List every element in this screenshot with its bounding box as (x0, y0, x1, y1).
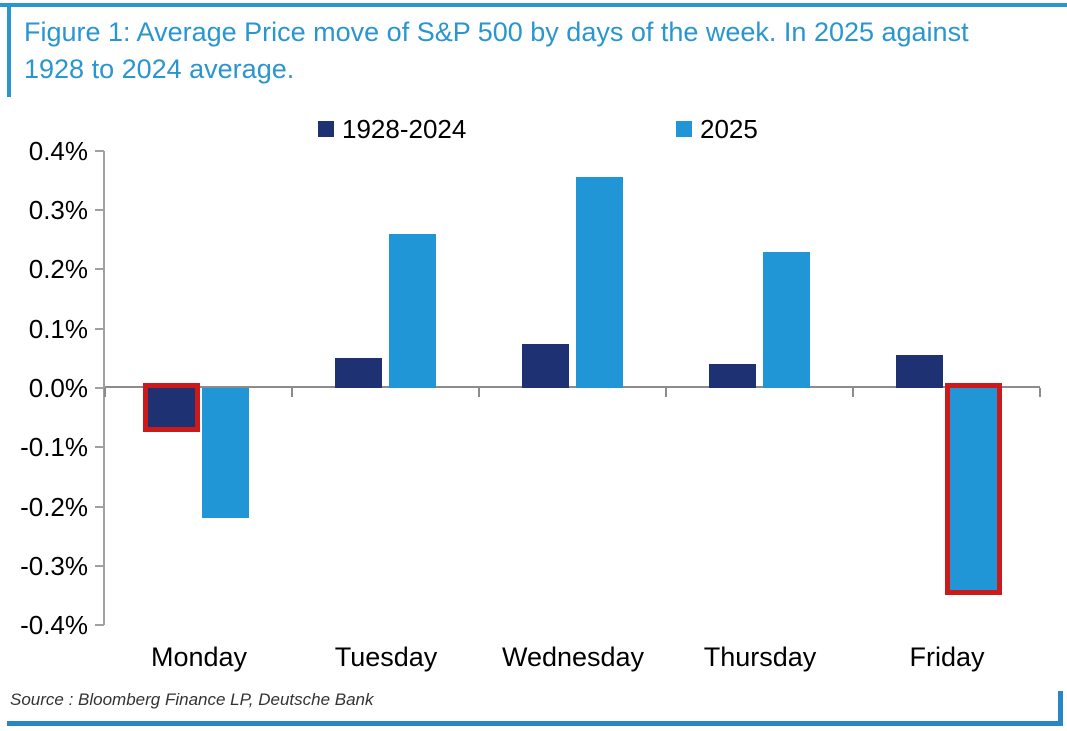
x-axis-tick (104, 388, 106, 397)
y-axis-tick-label: 0.2% (28, 254, 88, 284)
y-axis-tick-label: 0.4% (28, 136, 88, 166)
title-left-border-rule (7, 3, 11, 97)
top-border-rule (0, 3, 1067, 7)
highlight-box-monday (143, 383, 200, 432)
y-axis-tick (95, 387, 104, 389)
legend: 1928-2024 2025 (0, 112, 1067, 146)
y-axis-tick (95, 565, 104, 567)
y-axis-tick-label: 0.1% (28, 314, 88, 344)
x-axis-tick (665, 388, 667, 397)
y-axis-tick (95, 209, 104, 211)
x-axis-label-friday: Friday (909, 642, 985, 672)
legend-swatch-1928-2024 (318, 121, 334, 137)
figure-title-line-2: 1928 to 2024 average. (24, 54, 295, 84)
bar-2025-tuesday (389, 234, 436, 388)
y-axis-tick (95, 328, 104, 330)
y-axis-tick (95, 268, 104, 270)
x-axis-tick (852, 388, 854, 397)
bottom-right-border-rule (1058, 691, 1063, 726)
legend-swatch-2025 (676, 121, 692, 137)
x-axis-tick (478, 388, 480, 397)
bar-2025-monday (202, 388, 249, 518)
y-axis-tick (95, 624, 104, 626)
x-axis-label-monday: Monday (150, 642, 248, 672)
y-axis-tick-label: 0.3% (28, 195, 88, 225)
legend-item-2025: 2025 (676, 112, 758, 146)
bar-1928-2024-monday (148, 388, 195, 427)
legend-label-2025: 2025 (700, 113, 758, 144)
highlight-box-friday (945, 383, 1002, 595)
y-axis-tick (95, 446, 104, 448)
bar-1928-2024-friday (896, 355, 943, 388)
bar-1928-2024-wednesday (522, 344, 569, 388)
x-axis-label-tuesday: Tuesday (334, 642, 438, 672)
x-axis-label-thursday: Thursday (703, 642, 817, 672)
y-axis-tick (95, 150, 104, 152)
bar-2025-thursday (763, 252, 810, 388)
bar-2025-friday (950, 388, 997, 590)
y-axis-tick-label: -0.3% (20, 551, 88, 581)
bar-2025-wednesday (576, 177, 623, 388)
x-axis-line (105, 386, 1040, 388)
y-axis-tick-label: -0.2% (20, 492, 88, 522)
y-axis-tick-label: -0.4% (20, 610, 88, 640)
y-axis-tick-label: -0.1% (20, 432, 88, 462)
x-axis-tick (291, 388, 293, 397)
legend-item-1928-2024: 1928-2024 (318, 112, 466, 146)
legend-label-1928-2024: 1928-2024 (342, 113, 467, 144)
bottom-border-rule (7, 721, 1062, 726)
x-axis-tick (1039, 388, 1041, 397)
y-axis-tick (95, 506, 104, 508)
figure-title-line-1: Figure 1: Average Price move of S&P 500 … (24, 17, 969, 47)
y-axis-tick-label: 0.0% (28, 373, 88, 403)
source-note: Source : Bloomberg Finance LP, Deutsche … (10, 690, 374, 709)
x-axis-label-wednesday: Wednesday (501, 642, 645, 672)
bar-1928-2024-thursday (709, 364, 756, 388)
figure-title-block: Figure 1: Average Price move of S&P 500 … (24, 14, 1054, 88)
bar-1928-2024-tuesday (335, 358, 382, 388)
